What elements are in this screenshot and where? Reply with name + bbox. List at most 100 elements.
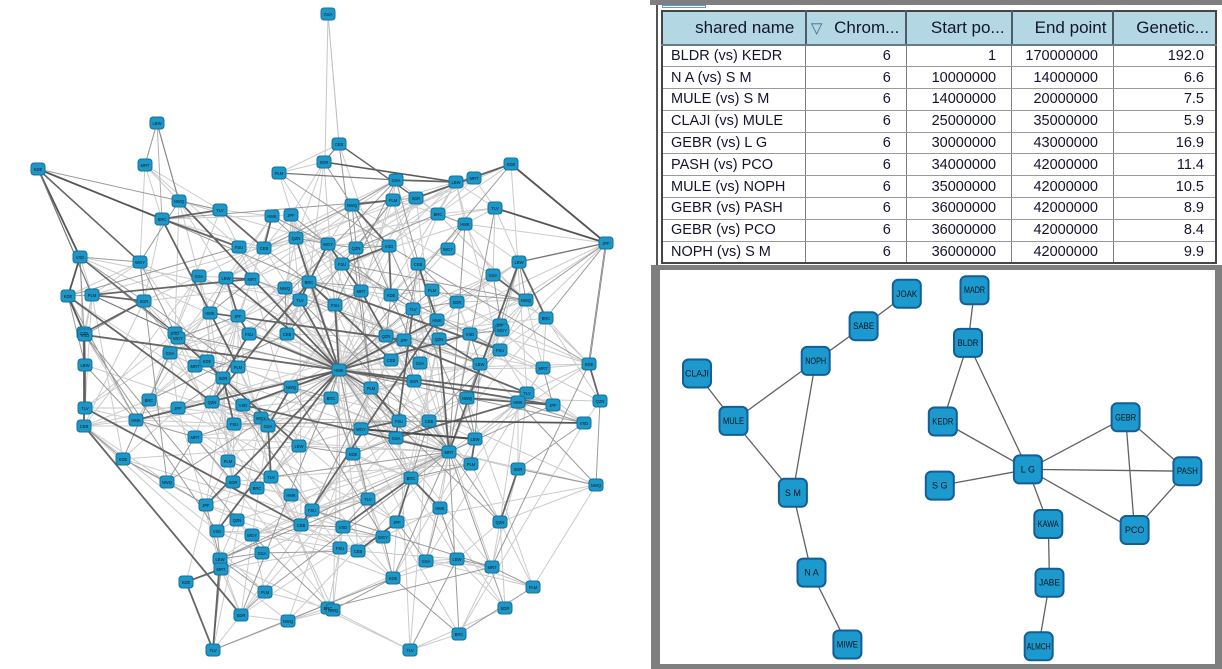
svg-text:NOPH: NOPH bbox=[805, 356, 826, 366]
svg-text:CEB: CEB bbox=[283, 332, 292, 337]
svg-text:TLV: TLV bbox=[81, 406, 89, 411]
svg-text:CEB: CEB bbox=[80, 424, 89, 429]
svg-text:TLV: TLV bbox=[267, 475, 275, 480]
svg-text:PLM: PLM bbox=[389, 198, 398, 203]
svg-text:KDE: KDE bbox=[203, 359, 212, 364]
svg-text:WGY: WGY bbox=[247, 533, 257, 538]
svg-text:QZN: QZN bbox=[233, 518, 242, 523]
svg-text:MRT: MRT bbox=[248, 277, 257, 282]
svg-text:HMK: HMK bbox=[460, 222, 470, 227]
svg-text:JABE: JABE bbox=[1039, 578, 1060, 588]
svg-text:FSU: FSU bbox=[230, 422, 238, 427]
svg-text:SDR: SDR bbox=[229, 480, 238, 485]
svg-text:HMK: HMK bbox=[334, 368, 344, 373]
svg-text:PLM: PLM bbox=[275, 171, 284, 176]
svg-text:FSU: FSU bbox=[395, 419, 403, 424]
svg-text:HMK: HMK bbox=[286, 493, 296, 498]
svg-text:HMK: HMK bbox=[205, 311, 215, 316]
svg-text:HMK: HMK bbox=[432, 318, 442, 323]
svg-text:SDR: SDR bbox=[320, 160, 329, 165]
svg-text:NWQ: NWQ bbox=[280, 286, 291, 291]
svg-text:CEB: CEB bbox=[425, 419, 434, 424]
svg-text:JPF: JPF bbox=[400, 338, 408, 343]
svg-text:BRC: BRC bbox=[305, 280, 314, 285]
svg-text:VXD: VXD bbox=[385, 244, 394, 249]
svg-text:MRT: MRT bbox=[488, 565, 497, 570]
svg-text:NWQ: NWQ bbox=[174, 199, 185, 204]
svg-text:MRT: MRT bbox=[217, 567, 226, 572]
svg-text:PLM: PLM bbox=[234, 365, 243, 370]
svg-text:MRT: MRT bbox=[191, 435, 200, 440]
svg-text:PCO: PCO bbox=[1125, 525, 1145, 535]
svg-text:GEBR: GEBR bbox=[1115, 412, 1136, 422]
svg-text:CEB: CEB bbox=[335, 142, 344, 147]
svg-text:KDE: KDE bbox=[182, 580, 191, 585]
svg-text:FSU: FSU bbox=[235, 245, 243, 250]
svg-text:QZN: QZN bbox=[596, 399, 605, 404]
svg-text:LBW: LBW bbox=[451, 180, 460, 185]
svg-text:MRT: MRT bbox=[191, 364, 200, 369]
svg-text:GSA: GSA bbox=[416, 361, 425, 366]
svg-text:SDR: SDR bbox=[453, 300, 462, 305]
svg-text:TLV: TLV bbox=[491, 206, 499, 211]
svg-text:VXD: VXD bbox=[239, 403, 248, 408]
svg-text:KAWA: KAWA bbox=[1038, 519, 1059, 529]
svg-text:ALMCH: ALMCH bbox=[1027, 641, 1051, 651]
svg-text:CLAJI: CLAJI bbox=[685, 369, 709, 379]
svg-text:CEB: CEB bbox=[414, 262, 423, 267]
svg-text:JOAK: JOAK bbox=[896, 289, 917, 299]
svg-text:KDE: KDE bbox=[585, 362, 594, 367]
svg-text:SDR: SDR bbox=[140, 299, 149, 304]
svg-text:JPF: JPF bbox=[234, 314, 242, 319]
svg-text:KDE: KDE bbox=[389, 576, 398, 581]
svg-text:GSA: GSA bbox=[324, 12, 333, 17]
svg-text:SDR: SDR bbox=[410, 379, 419, 384]
svg-text:GSA: GSA bbox=[195, 274, 204, 279]
svg-text:MRT: MRT bbox=[141, 163, 150, 168]
svg-text:WGY: WGY bbox=[256, 416, 266, 421]
svg-text:QZN: QZN bbox=[352, 246, 361, 251]
svg-text:VXD: VXD bbox=[466, 332, 475, 337]
svg-text:HMK: HMK bbox=[513, 400, 523, 405]
svg-text:LBW: LBW bbox=[514, 260, 523, 265]
svg-text:WGY: WGY bbox=[323, 242, 333, 247]
svg-text:JPF: JPF bbox=[549, 403, 557, 408]
svg-text:WGY: WGY bbox=[356, 427, 366, 432]
svg-text:L G: L G bbox=[1021, 464, 1035, 474]
svg-text:CEB: CEB bbox=[387, 358, 396, 363]
svg-text:JPF: JPF bbox=[496, 323, 504, 328]
svg-text:LBW: LBW bbox=[221, 276, 230, 281]
svg-text:GSA: GSA bbox=[392, 178, 401, 183]
svg-text:WGY: WGY bbox=[378, 535, 388, 540]
svg-text:NWQ: NWQ bbox=[462, 396, 473, 401]
svg-text:MIWE: MIWE bbox=[837, 640, 858, 650]
svg-text:NWQ: NWQ bbox=[162, 480, 173, 485]
svg-text:GSA: GSA bbox=[422, 559, 431, 564]
svg-text:KDE: KDE bbox=[349, 452, 358, 457]
svg-text:BRC: BRC bbox=[407, 476, 416, 481]
svg-text:LBW: LBW bbox=[470, 437, 479, 442]
svg-text:HMK: HMK bbox=[131, 418, 141, 423]
svg-text:KEDR: KEDR bbox=[932, 417, 953, 427]
svg-text:WGY: WGY bbox=[443, 247, 453, 252]
svg-text:JPF: JPF bbox=[202, 503, 210, 508]
svg-text:LBW: LBW bbox=[215, 557, 224, 562]
svg-text:MRT: MRT bbox=[539, 366, 548, 371]
svg-text:LBW: LBW bbox=[80, 363, 89, 368]
svg-text:TLV: TLV bbox=[409, 307, 417, 312]
svg-text:BRC: BRC bbox=[327, 396, 336, 401]
svg-text:VXD: VXD bbox=[339, 525, 348, 530]
svg-text:KDE: KDE bbox=[507, 162, 516, 167]
svg-text:TLV: TLV bbox=[209, 648, 217, 653]
svg-text:CEB: CEB bbox=[297, 523, 306, 528]
svg-text:FSU: FSU bbox=[496, 348, 504, 353]
svg-text:PLM: PLM bbox=[529, 585, 538, 590]
svg-text:PLM: PLM bbox=[467, 462, 476, 467]
svg-text:NWQ: NWQ bbox=[283, 619, 294, 624]
svg-text:MRT: MRT bbox=[445, 450, 454, 455]
svg-text:MRT: MRT bbox=[357, 289, 366, 294]
svg-text:PLM: PLM bbox=[367, 386, 376, 391]
svg-text:SDR: SDR bbox=[237, 613, 246, 618]
svg-text:KDE: KDE bbox=[119, 457, 128, 462]
svg-text:NWQ: NWQ bbox=[347, 203, 358, 208]
